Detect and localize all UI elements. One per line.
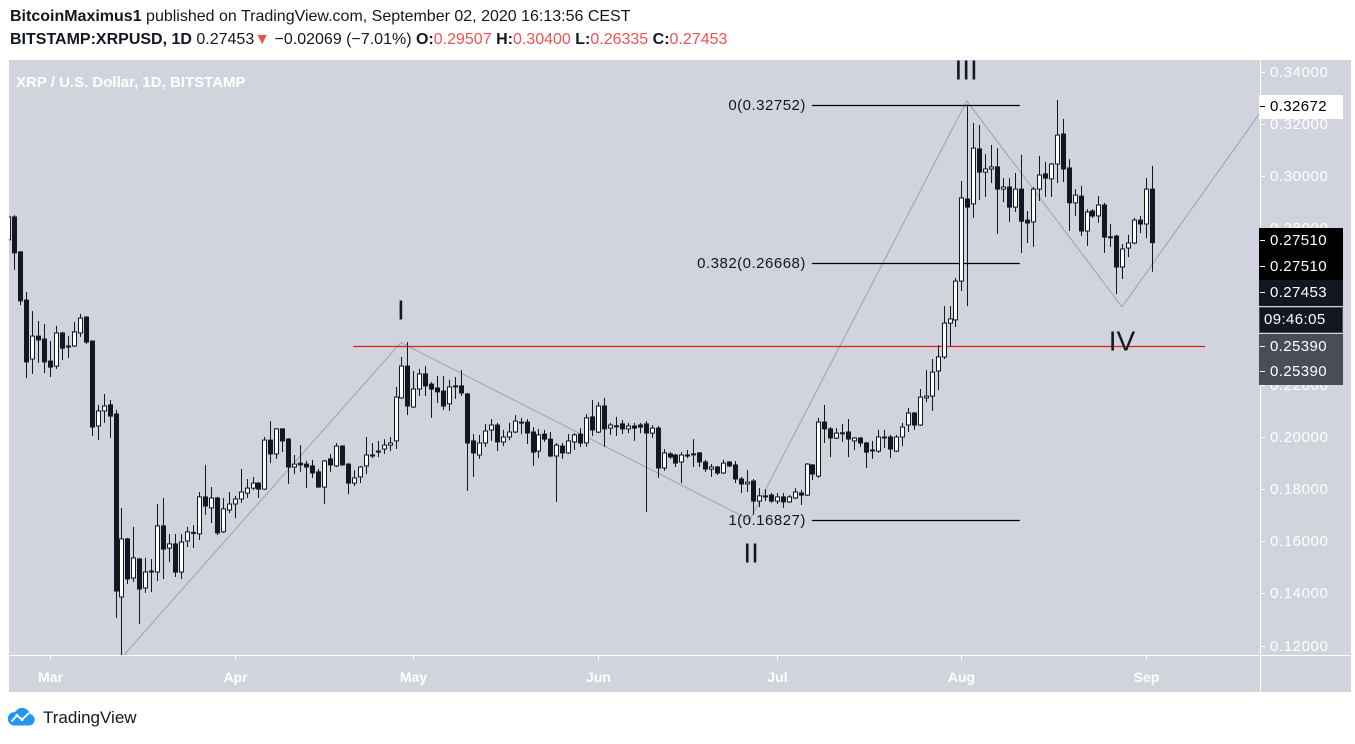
- low-label: L:: [575, 31, 591, 48]
- published-text: published on TradingView.com, September …: [141, 8, 631, 25]
- price-badge: 0.27510: [1259, 228, 1343, 254]
- badge-value: 0.25390: [1270, 338, 1328, 355]
- countdown-value: 09:46:05: [1264, 311, 1326, 328]
- badge-value: 0.27510: [1270, 258, 1328, 275]
- close-value: 0.27453: [669, 31, 728, 48]
- chart-title: XRP / U.S. Dollar, 1D, BITSTAMP: [16, 74, 246, 91]
- publish-info: BitcoinMaximus1 published on TradingView…: [10, 7, 631, 27]
- badge-tick: [1260, 266, 1265, 267]
- time-axis-divider: [9, 655, 1351, 656]
- badge-tick: [1260, 292, 1265, 293]
- time-axis[interactable]: [9, 656, 1260, 692]
- open-label: O:: [415, 31, 434, 48]
- last-price-badge: 0.27453: [1259, 280, 1343, 306]
- last-price: 0.27453: [196, 31, 255, 48]
- high-label: H:: [496, 31, 513, 48]
- badge-value: 0.25390: [1270, 363, 1328, 380]
- badge-value: 0.27453: [1270, 284, 1328, 301]
- tradingview-brand-text: TradingView: [43, 708, 137, 727]
- high-value: 0.30400: [512, 31, 571, 48]
- badge-tick: [1260, 346, 1265, 347]
- bar-countdown-badge: 09:46:05: [1259, 307, 1343, 333]
- badge-tick: [1260, 240, 1265, 241]
- badge-tick: [1260, 106, 1265, 107]
- badge-value: 0.32672: [1270, 98, 1328, 115]
- tradingview-logo-link[interactable]: TradingView: [7, 706, 137, 730]
- close-label: C:: [652, 31, 670, 48]
- chart-plot-area[interactable]: [9, 60, 1260, 655]
- price-badge: 0.27510: [1259, 254, 1343, 280]
- price-change: −0.02069 (−7.01%): [274, 31, 412, 48]
- badge-tick: [1260, 371, 1265, 372]
- symbol-label: BITSTAMP:XRPUSD, 1D: [10, 31, 192, 48]
- tradingview-cloud-icon: [7, 706, 35, 731]
- low-value: 0.26335: [590, 31, 649, 48]
- chart-container: XRP / U.S. Dollar, 1D, BITSTAMP: [9, 60, 1351, 692]
- price-badge: 0.25390: [1259, 334, 1343, 360]
- down-arrow-icon: ▼: [254, 31, 271, 48]
- price-badge-line-value: 0.32672: [1259, 95, 1343, 119]
- author-link[interactable]: BitcoinMaximus1: [10, 8, 142, 25]
- badge-value: 0.27510: [1270, 232, 1328, 249]
- price-badge: 0.25390: [1259, 359, 1343, 385]
- open-value: 0.29507: [433, 31, 492, 48]
- symbol-info-bar: BITSTAMP:XRPUSD, 1D 0.27453▼ −0.02069 (−…: [10, 30, 727, 50]
